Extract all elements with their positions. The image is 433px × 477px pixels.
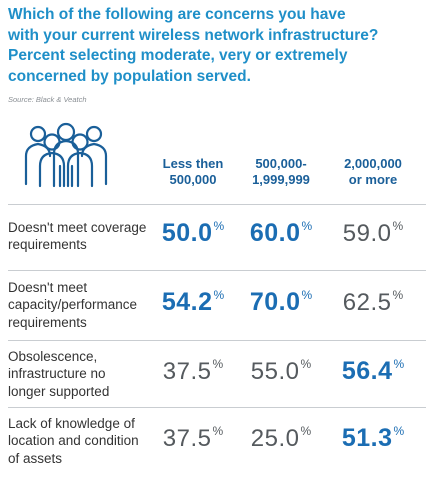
column-header: 2,000,000 or more bbox=[325, 156, 421, 188]
column-header: Less then 500,000 bbox=[145, 156, 241, 188]
row-label: Obsolescence, infrastructure no longer sup… bbox=[8, 348, 148, 401]
percent-sign: % bbox=[300, 357, 312, 371]
value-cell: 51.3% bbox=[318, 424, 428, 453]
percent-sign: % bbox=[393, 424, 405, 438]
percent-sign: % bbox=[301, 219, 313, 233]
percent-sign: % bbox=[393, 357, 405, 371]
value-number: 51.3 bbox=[341, 424, 393, 452]
value-cell: 54.2% bbox=[138, 288, 248, 317]
row-label: Doesn't meet coverage requirements bbox=[8, 219, 148, 254]
percent-sign: % bbox=[301, 288, 313, 302]
row-label-line: requirements bbox=[8, 314, 87, 330]
title-line: Which of the following are concerns you … bbox=[8, 6, 346, 23]
percent-sign: % bbox=[213, 219, 225, 233]
value-number: 37.5 bbox=[162, 358, 212, 385]
row-label-line: Doesn't meet bbox=[8, 279, 88, 295]
column-header-line: 1,999,999 bbox=[252, 172, 310, 187]
percent-sign: % bbox=[392, 288, 404, 302]
value-number: 37.5 bbox=[162, 425, 212, 452]
row-label-line: requirements bbox=[8, 237, 87, 252]
value-number: 50.0 bbox=[161, 219, 213, 247]
percent-sign: % bbox=[213, 288, 225, 302]
chart-title: Which of the following are concerns you … bbox=[8, 5, 428, 87]
row-label-line: Lack of knowledge of bbox=[8, 415, 135, 431]
value-cell: 60.0% bbox=[226, 219, 336, 248]
row-divider bbox=[8, 407, 426, 408]
title-line: concerned by population served. bbox=[8, 67, 251, 85]
column-header-line: Less then bbox=[162, 156, 224, 171]
value-number: 70.0 bbox=[249, 288, 301, 316]
value-number: 55.0 bbox=[250, 358, 300, 385]
row-label-line: of assets bbox=[8, 450, 63, 466]
row-label-line: Doesn't meet coverage bbox=[8, 219, 147, 235]
value-number: 25.0 bbox=[250, 425, 300, 452]
title-line: Percent selecting moderate, very or extr… bbox=[8, 47, 348, 64]
value-number: 56.4 bbox=[341, 357, 393, 385]
row-label-line: location and condition bbox=[8, 433, 139, 449]
row-label: Lack of knowledge of location and conditi… bbox=[8, 415, 148, 468]
row-divider bbox=[8, 340, 426, 341]
value-cell: 37.5% bbox=[138, 357, 248, 386]
value-cell: 25.0% bbox=[226, 424, 336, 453]
row-label: Doesn't meet capacity/performance requirem… bbox=[8, 279, 148, 332]
percent-sign: % bbox=[212, 424, 224, 438]
row-label-line: infrastructure no bbox=[8, 366, 106, 382]
value-number: 59.0 bbox=[342, 220, 392, 247]
people-group-icon bbox=[24, 122, 108, 188]
column-header-line: 2,000,000 bbox=[344, 156, 402, 171]
value-cell: 59.0% bbox=[318, 219, 428, 248]
value-number: 62.5 bbox=[342, 289, 392, 316]
percent-sign: % bbox=[392, 219, 404, 233]
value-cell: 37.5% bbox=[138, 424, 248, 453]
column-header-line: 500,000- bbox=[255, 156, 307, 171]
column-header: 500,000- 1,999,999 bbox=[233, 156, 329, 188]
value-number: 60.0 bbox=[249, 219, 301, 247]
row-label-line: capacity/performance bbox=[8, 297, 138, 313]
value-cell: 56.4% bbox=[318, 357, 428, 386]
percent-sign: % bbox=[212, 357, 224, 371]
column-header-line: 500,000 bbox=[169, 172, 217, 187]
row-divider bbox=[8, 204, 426, 205]
row-divider bbox=[8, 270, 426, 271]
value-cell: 50.0% bbox=[138, 219, 248, 248]
percent-sign: % bbox=[300, 424, 312, 438]
value-cell: 62.5% bbox=[318, 288, 428, 317]
value-number: 54.2 bbox=[161, 288, 213, 316]
value-cell: 70.0% bbox=[226, 288, 336, 317]
column-header-line: or more bbox=[348, 172, 398, 187]
value-cell: 55.0% bbox=[226, 357, 336, 386]
title-line: with your current wireless network infra… bbox=[8, 26, 379, 44]
row-label-line: longer supported bbox=[8, 383, 110, 399]
source-note: Source: Black & Veatch bbox=[8, 95, 87, 104]
row-label-line: Obsolescence, bbox=[8, 348, 98, 364]
